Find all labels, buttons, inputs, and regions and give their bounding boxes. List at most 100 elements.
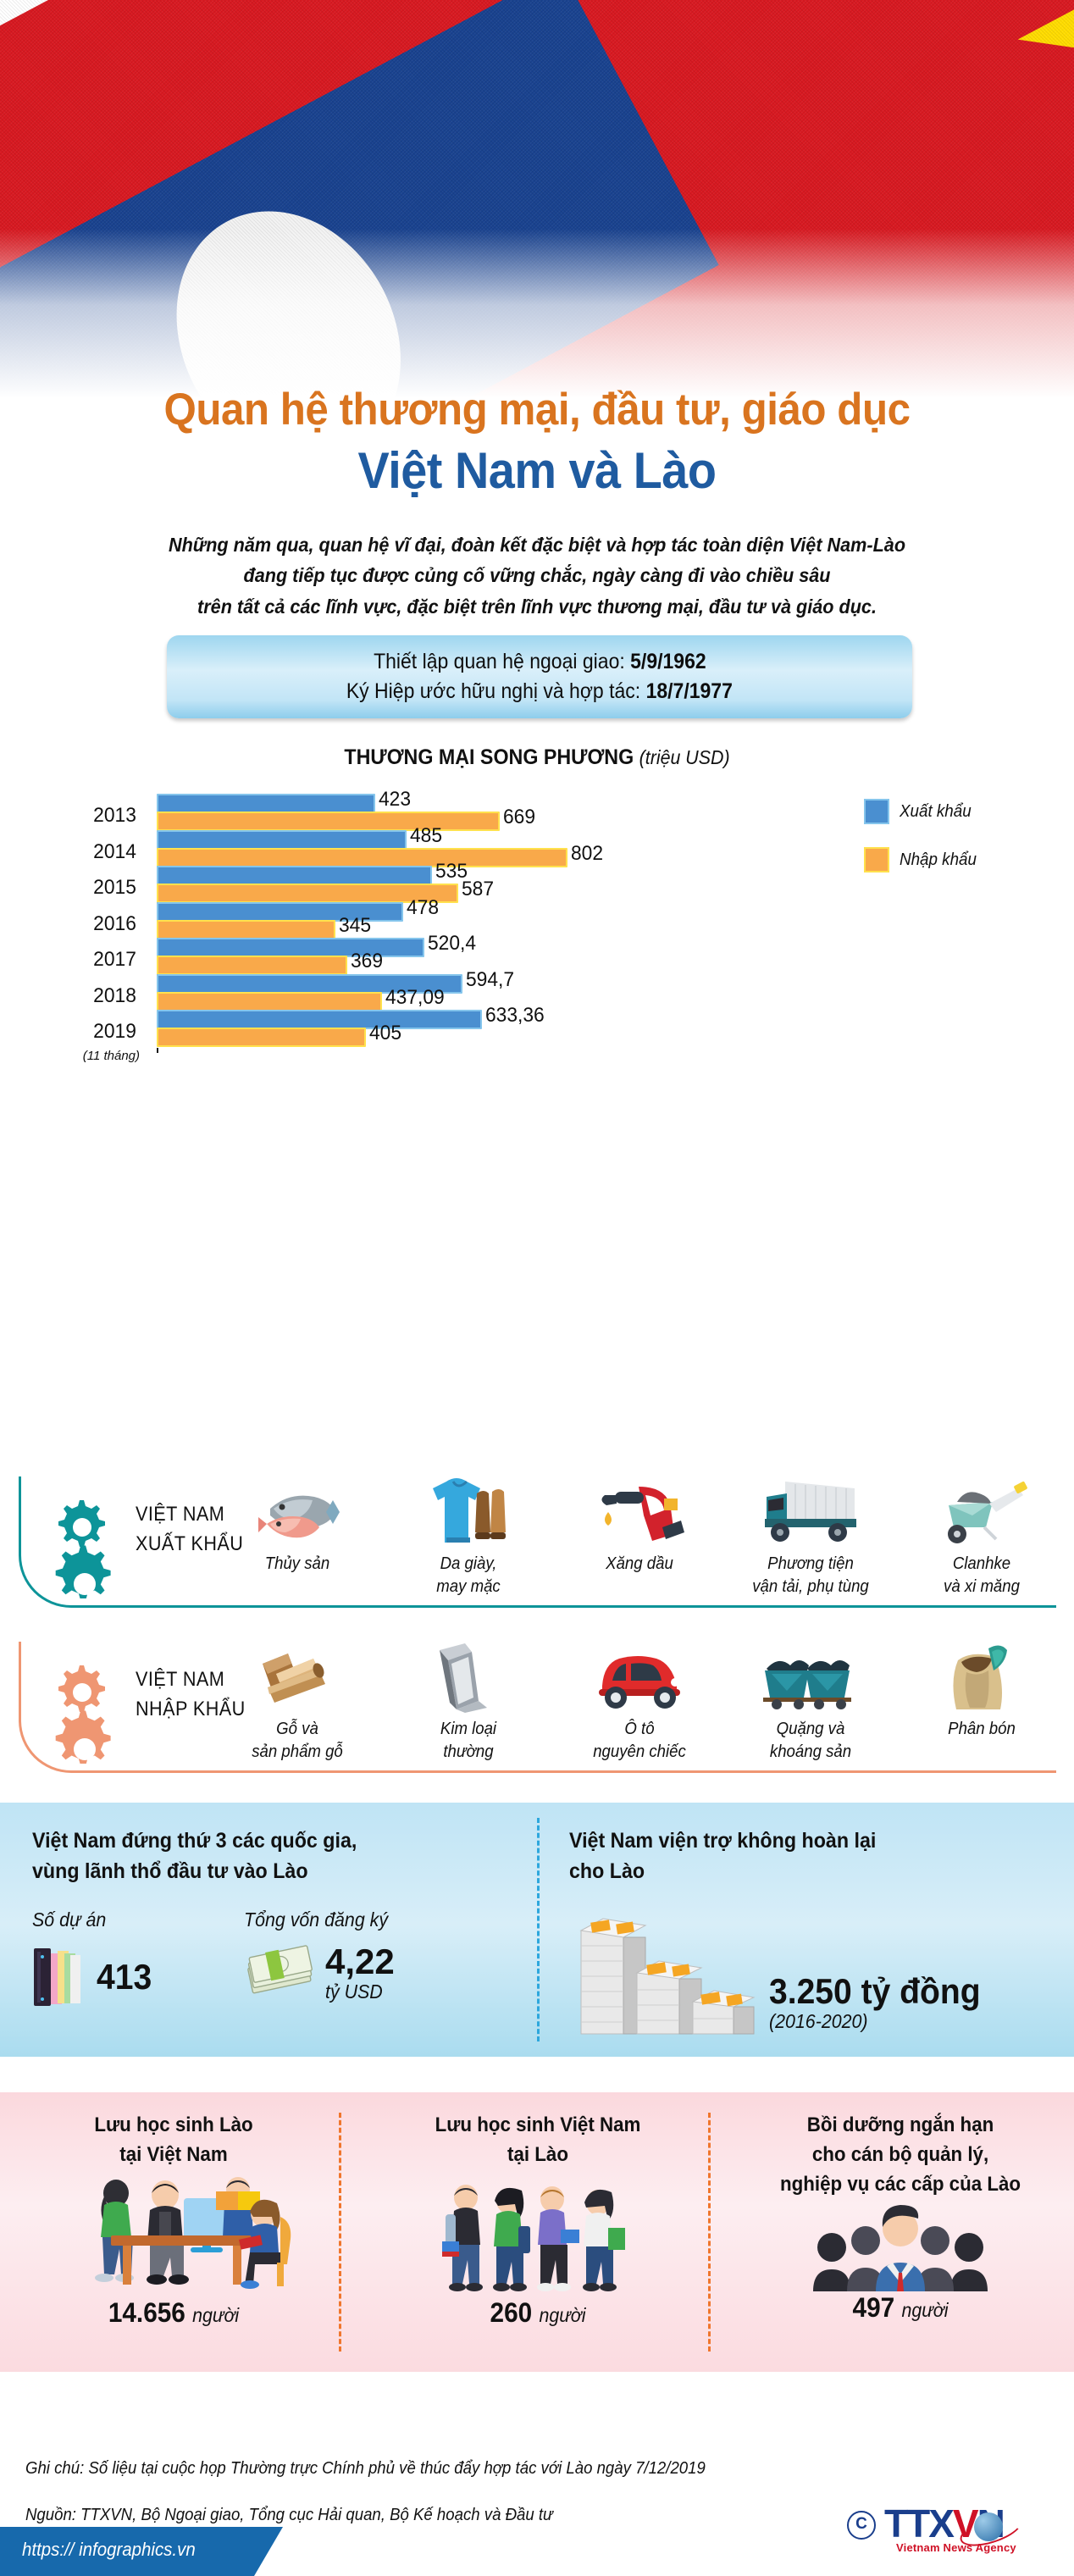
trade-item: Phương tiện vận tải, phụ tùng xyxy=(725,1470,896,1598)
chart-bar-export xyxy=(157,1010,483,1029)
chart-unit-text: (triệu USD) xyxy=(639,746,730,768)
import-items: Gỗ và sản phẩm gỗ Kim loại thường Ô tô nguyên… xyxy=(212,1635,1067,1764)
trade-item-caption: Thủy sản xyxy=(264,1554,330,1573)
chart-year-label: 2019 xyxy=(93,1020,136,1043)
chart-value-label: 345 xyxy=(339,913,372,937)
capital-value: 4,22 xyxy=(325,1942,395,1981)
education-heading: Lưu học sinh Lào tại Việt Nam xyxy=(20,2111,328,2170)
trade-item: Quặng và khoáng sản xyxy=(725,1635,896,1764)
legend-label: Xuất khẩu xyxy=(900,801,972,821)
money-stacks-icon xyxy=(569,1898,764,2047)
capital-unit: tỷ USD xyxy=(325,1980,383,2003)
apparel-footwear-icon xyxy=(383,1470,554,1548)
education-heading-line1: Lưu học sinh Lào xyxy=(94,2113,253,2136)
education-panel: Lưu học sinh Lào tại Việt Nam xyxy=(0,2092,1074,2372)
chart-value-label: 669 xyxy=(503,806,536,828)
wheelbarrow-cement-icon xyxy=(896,1470,1067,1548)
website-url[interactable]: https:// infographics.vn xyxy=(22,2539,196,2560)
import-label-line2: NHẬP KHẨU xyxy=(136,1697,246,1720)
education-divider-1 xyxy=(339,2113,341,2352)
investment-divider xyxy=(537,1818,540,2041)
diplomatic-date-label: Thiết lập quan hệ ngoại giao: xyxy=(373,649,630,673)
wood-logs-icon xyxy=(212,1635,383,1713)
chart-year-label: 2013 xyxy=(93,804,136,827)
export-label-line2: XUẤT KHẨU xyxy=(136,1532,244,1555)
chart-bar-export xyxy=(157,866,432,885)
page-title-line1: Quan hệ thương mại, đầu tư, giáo dục xyxy=(163,385,911,435)
flags-header xyxy=(0,0,1074,398)
export-items: Thủy sản Da giày, may mặc Xăng dầu Phương ti… xyxy=(212,1470,1067,1598)
treaty-date-value: 18/7/1977 xyxy=(645,679,734,703)
bilateral-trade-chart: 2013 423 669 2014 485 802 2015 535 587 2016 478 345… xyxy=(0,788,1074,1072)
ttxvn-logo: C TTXVN Vietnam News Agency xyxy=(847,2499,1059,2567)
education-count: 14.656 người xyxy=(20,2297,328,2329)
aid-heading-line2: cho Lào xyxy=(569,1859,645,1883)
projects-stat: Số dự án xyxy=(32,1908,244,2012)
globe-icon xyxy=(974,2512,1003,2541)
ttxvn-tagline: Vietnam News Agency xyxy=(896,2541,1016,2554)
education-heading: Bồi dưỡng ngắn hạn cho cán bộ quản lý, n… xyxy=(747,2111,1055,2199)
chart-bar-export xyxy=(157,938,425,957)
education-heading-line1: Bồi dưỡng ngắn hạn xyxy=(806,2113,994,2136)
export-label-line1: VIỆT NAM xyxy=(136,1503,225,1526)
chart-value-label: 535 xyxy=(435,860,468,883)
trade-item: Ô tô nguyên chiếc xyxy=(554,1635,725,1764)
students-standing-icon xyxy=(373,2170,703,2297)
chart-row: 2019 (11 tháng) 633,36 405 xyxy=(0,1004,1074,1063)
page-title-line2: Việt Nam và Lào xyxy=(357,442,717,500)
education-divider-2 xyxy=(708,2113,711,2352)
chart-value-label: 369 xyxy=(351,950,384,972)
trade-item: Kim loại thường xyxy=(383,1635,554,1764)
export-section-label: VIỆT NAM XUẤT KHẨU xyxy=(136,1500,243,1559)
fuel-nozzle-icon xyxy=(554,1470,725,1548)
education-count-unit: người xyxy=(539,2303,586,2326)
chart-bar-export xyxy=(157,829,407,850)
chart-row: 2016 478 345 xyxy=(0,896,1074,939)
diplomatic-date-value: 5/9/1962 xyxy=(629,649,706,673)
car-icon xyxy=(554,1635,725,1713)
chart-value-label: 423 xyxy=(378,788,411,811)
trade-item-caption: Da giày, may mặc xyxy=(436,1554,501,1596)
capital-stat: Tổng vốn đăng ký xyxy=(244,1908,498,2012)
website-url-bar[interactable]: https:// infographics.vn xyxy=(0,2527,283,2576)
education-heading-line1: Lưu học sinh Việt Nam xyxy=(435,2113,641,2136)
chart-legend: Xuất khẩu Nhập khẩu xyxy=(864,799,982,895)
aid-heading: Việt Nam viện trợ không hoàn lại cho Lào xyxy=(569,1826,1018,1886)
intro-line-3: trên tất cả các lĩnh vực, đặc biệt trên … xyxy=(197,595,877,618)
education-heading-line2: tại Việt Nam xyxy=(119,2142,228,2166)
legend-label: Nhập khẩu xyxy=(900,850,977,869)
legend-swatch xyxy=(864,799,889,824)
students-at-table-icon xyxy=(8,2170,339,2297)
source-text: Nguồn: TTXVN, Bộ Ngoại giao, Tổng cục Hả… xyxy=(25,2506,553,2524)
import-label-line1: VIỆT NAM xyxy=(136,1668,225,1691)
aid-heading-line1: Việt Nam viện trợ không hoàn lại xyxy=(569,1829,877,1853)
chart-year-label: 2018 xyxy=(93,983,136,1007)
investment-left-column: Việt Nam đứng thứ 3 các quốc gia, vùng l… xyxy=(32,1826,515,2012)
aid-period: (2016-2020) xyxy=(769,2010,868,2032)
fish-icon xyxy=(212,1470,383,1548)
chart-year-label: 2014 xyxy=(93,839,136,863)
investment-heading: Việt Nam đứng thứ 3 các quốc gia, vùng l… xyxy=(32,1826,481,1886)
key-dates-box: Thiết lập quan hệ ngoại giao: 5/9/1962 K… xyxy=(167,635,912,718)
projects-label: Số dự án xyxy=(32,1908,107,1931)
intro-line-2: đang tiếp tục được củng cố vững chắc, ng… xyxy=(243,564,831,587)
diplomatic-date-line: Thiết lập quan hệ ngoại giao: 5/9/1962 xyxy=(374,647,706,678)
chart-value-label: 802 xyxy=(571,841,604,865)
chart-year-label: 2017 xyxy=(93,948,136,971)
capital-label: Tổng vốn đăng ký xyxy=(244,1908,389,1931)
export-bracket xyxy=(19,1476,1056,1608)
chart-rows: 2013 423 669 2014 485 802 2015 535 587 2016 478 345… xyxy=(0,788,1074,1063)
trade-item-caption: Quặng và khoáng sản xyxy=(769,1720,852,1761)
investment-heading-line2: vùng lãnh thổ đầu tư vào Lào xyxy=(32,1859,308,1883)
chart-value-label: 437,09 xyxy=(385,985,445,1009)
education-heading-line3: nghiệp vụ các cấp của Lào xyxy=(779,2172,1021,2196)
folder-documents-icon xyxy=(32,1943,85,2012)
trade-item-caption: Clanhke và xi măng xyxy=(944,1554,1020,1596)
trade-item-caption: Phương tiện vận tải, phụ tùng xyxy=(752,1554,869,1596)
chart-value-label: 594,7 xyxy=(465,967,514,991)
chart-value-label: 633,36 xyxy=(485,1004,545,1027)
ore-minecart-icon xyxy=(725,1635,896,1713)
intro-line-1: Những năm qua, quan hệ vĩ đại, đoàn kết … xyxy=(168,534,906,556)
officials-group-icon xyxy=(735,2199,1066,2292)
